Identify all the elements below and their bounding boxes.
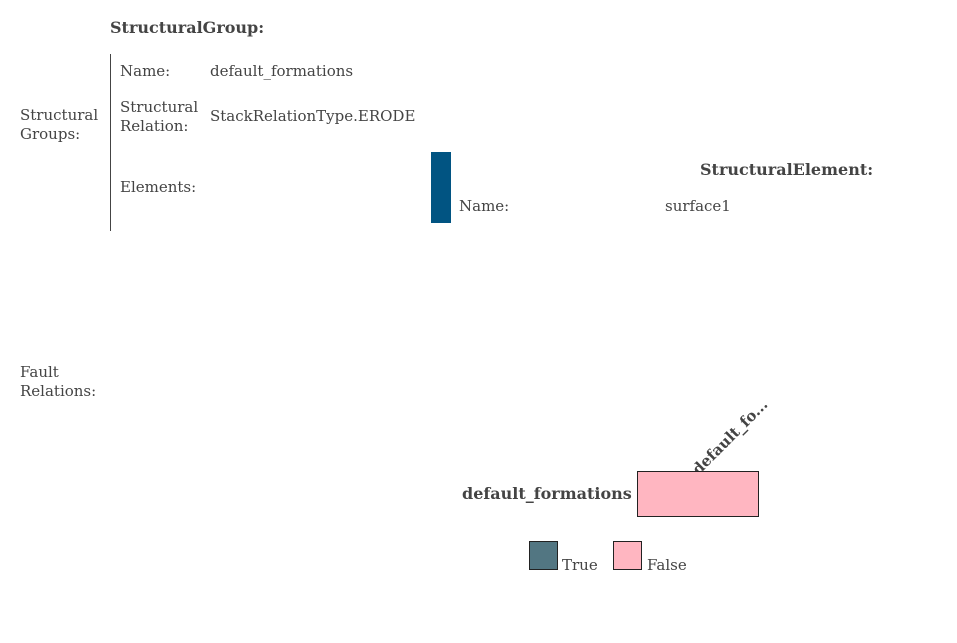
group-divider-line: [110, 54, 111, 231]
elements-label: Elements:: [120, 178, 197, 196]
structural-group-heading: StructuralGroup:: [110, 18, 265, 37]
structural-groups-label: Structural Groups:: [20, 106, 105, 144]
fault-relations-label: Fault Relations:: [20, 363, 105, 401]
structural-relation-label: Structural Relation:: [120, 98, 200, 136]
structural-element-heading: StructuralElement:: [700, 160, 874, 179]
fault-relation-cell: [637, 471, 759, 517]
element-name-value: surface1: [665, 197, 731, 215]
group-name-label: Name:: [120, 62, 171, 80]
legend-false-swatch: [613, 541, 642, 570]
fault-relations-label-text: Fault Relations:: [20, 363, 97, 400]
legend-false-label: False: [647, 556, 687, 574]
element-color-bar: [431, 152, 451, 223]
element-name-label: Name:: [459, 197, 510, 215]
group-name-value: default_formations: [210, 62, 354, 80]
legend-true-swatch: [529, 541, 558, 570]
structural-groups-label-text: Structural Groups:: [20, 106, 99, 143]
structural-relation-label-text: Structural Relation:: [120, 98, 199, 135]
matrix-column-label: default_fo...: [688, 395, 772, 479]
matrix-row-label: default_formations: [462, 484, 632, 503]
structural-relation-value: StackRelationType.ERODE: [210, 107, 416, 125]
legend-true-label: True: [562, 556, 598, 574]
